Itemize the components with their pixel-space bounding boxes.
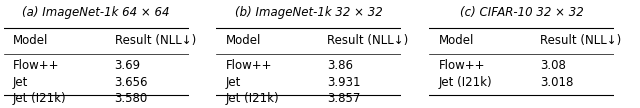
Text: 3.86: 3.86 xyxy=(328,59,353,72)
Text: Model: Model xyxy=(13,34,48,47)
Text: 3.857: 3.857 xyxy=(328,92,361,105)
Text: Result (NLL↓): Result (NLL↓) xyxy=(115,34,196,47)
Text: 3.69: 3.69 xyxy=(115,59,141,72)
Text: Jet: Jet xyxy=(13,76,28,89)
Text: Flow++: Flow++ xyxy=(13,59,60,72)
Text: 3.931: 3.931 xyxy=(328,76,361,89)
Text: (b) ImageNet-1k 32 × 32: (b) ImageNet-1k 32 × 32 xyxy=(235,6,383,19)
Text: Jet (I21k): Jet (I21k) xyxy=(226,92,280,105)
Text: Flow++: Flow++ xyxy=(438,59,485,72)
Text: Flow++: Flow++ xyxy=(226,59,272,72)
Text: 3.656: 3.656 xyxy=(115,76,148,89)
Text: (c) CIFAR-10 32 × 32: (c) CIFAR-10 32 × 32 xyxy=(460,6,584,19)
Text: Jet (I21k): Jet (I21k) xyxy=(13,92,67,105)
Text: Result (NLL↓): Result (NLL↓) xyxy=(328,34,409,47)
Text: Jet: Jet xyxy=(226,76,241,89)
Text: Model: Model xyxy=(226,34,261,47)
Text: Result (NLL↓): Result (NLL↓) xyxy=(540,34,621,47)
Text: 3.018: 3.018 xyxy=(540,76,573,89)
Text: (a) ImageNet-1k 64 × 64: (a) ImageNet-1k 64 × 64 xyxy=(22,6,170,19)
Text: 3.08: 3.08 xyxy=(540,59,566,72)
Text: Model: Model xyxy=(438,34,474,47)
Text: Jet (I21k): Jet (I21k) xyxy=(438,76,492,89)
Text: 3.580: 3.580 xyxy=(115,92,148,105)
